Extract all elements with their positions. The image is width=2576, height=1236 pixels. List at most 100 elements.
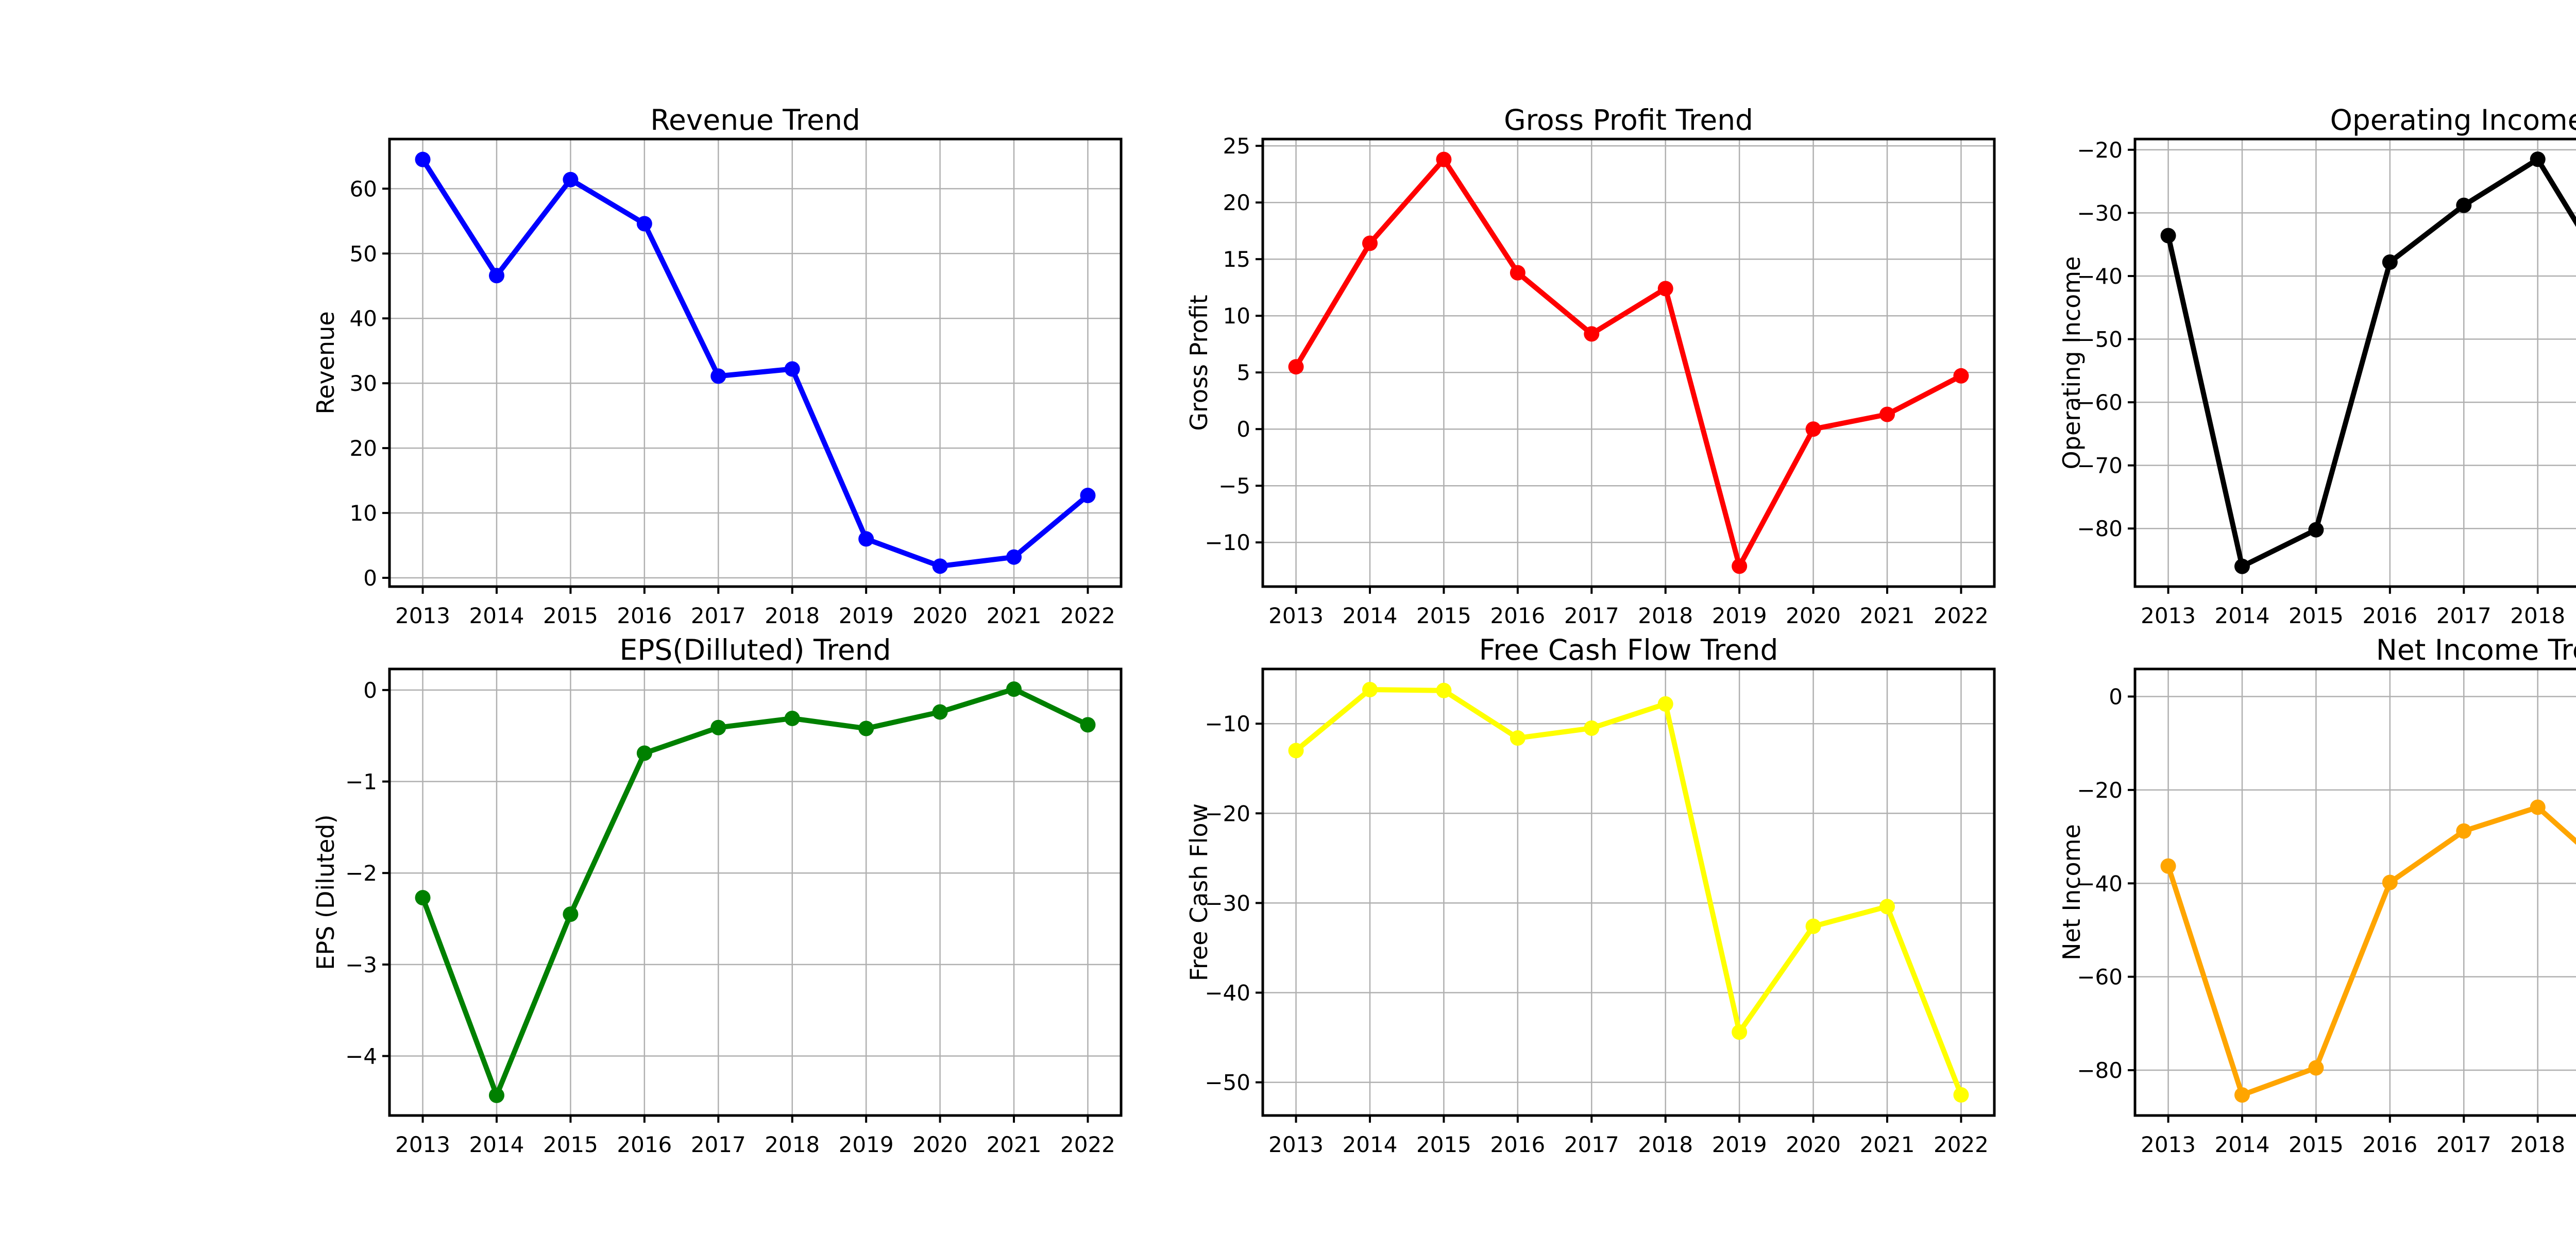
x-tick-label: 2022	[1934, 1132, 1989, 1157]
x-tick-label: 2013	[395, 1132, 450, 1157]
data-line	[420, 157, 1091, 569]
x-tick-label: 2014	[2215, 603, 2270, 628]
data-point	[1584, 326, 1600, 342]
data-point	[488, 1087, 504, 1103]
chart-net-income-trend: 2013201420152016201720182019202020212022…	[2058, 633, 2576, 1157]
chart-title: Free Cash Flow Trend	[1479, 633, 1778, 666]
y-tick-label: −20	[2077, 778, 2123, 803]
data-point	[1288, 743, 1304, 759]
plot-area	[2135, 669, 2576, 1115]
x-tick-label: 2015	[543, 603, 598, 628]
x-tick-label: 2019	[839, 603, 894, 628]
y-tick-label: 15	[1223, 247, 1250, 272]
x-tick-label: 2013	[395, 603, 450, 628]
y-tick-label: −40	[1205, 980, 1250, 1005]
data-point	[1953, 1087, 1969, 1103]
data-point	[2530, 151, 2546, 167]
x-tick-label: 2013	[1268, 1132, 1324, 1157]
x-tick-label: 2016	[1490, 1132, 1545, 1157]
y-tick-label: 0	[363, 678, 377, 703]
data-point	[932, 558, 948, 574]
x-tick-label: 2014	[2215, 1132, 2270, 1157]
data-point	[2456, 197, 2472, 213]
y-tick-label: 0	[2109, 684, 2123, 710]
x-tick-label: 2021	[1860, 1132, 1915, 1157]
x-tick-label: 2015	[1416, 1132, 1471, 1157]
y-axis-label: EPS (Diluted)	[312, 814, 340, 970]
x-tick-label: 2020	[1786, 1132, 1841, 1157]
data-point	[1805, 918, 1821, 934]
chart-title: Revenue Trend	[650, 104, 860, 136]
data-line	[420, 686, 1091, 1098]
data-point	[1362, 682, 1378, 698]
data-point	[1510, 730, 1526, 746]
data-point	[1436, 151, 1452, 167]
data-point	[2530, 799, 2546, 815]
y-tick-label: −40	[2077, 871, 2123, 896]
y-tick-label: −1	[345, 769, 377, 795]
y-tick-label: −20	[2077, 138, 2123, 163]
y-tick-label: 0	[1236, 417, 1250, 442]
data-point	[1584, 720, 1600, 736]
x-tick-label: 2016	[2362, 1132, 2417, 1157]
data-line	[1293, 687, 1964, 1097]
x-tick-label: 2017	[691, 1132, 746, 1157]
x-tick-label: 2015	[1416, 603, 1471, 628]
x-tick-label: 2021	[987, 603, 1042, 628]
data-point	[2160, 858, 2176, 874]
x-tick-label: 2014	[469, 603, 524, 628]
x-tick-label: 2015	[2289, 1132, 2344, 1157]
data-point	[1657, 281, 1673, 297]
y-tick-label: −30	[2077, 200, 2123, 226]
data-point	[2160, 228, 2176, 244]
x-tick-label: 2013	[1268, 603, 1324, 628]
x-tick-label: 2014	[1343, 603, 1398, 628]
axes-frame	[2133, 667, 2576, 1117]
data-point	[1436, 682, 1452, 698]
axes-frame	[1261, 138, 1996, 588]
data-point	[2234, 558, 2250, 574]
x-tick-label: 2020	[912, 1132, 968, 1157]
x-tick-label: 2015	[2289, 603, 2344, 628]
data-point	[1732, 558, 1748, 574]
x-tick-label: 2017	[691, 603, 746, 628]
x-tick-label: 2016	[617, 603, 672, 628]
plot-area	[1263, 669, 1994, 1115]
data-point	[784, 710, 800, 726]
data-point	[1288, 359, 1304, 375]
x-tick-label: 2021	[987, 1132, 1042, 1157]
y-tick-label: −5	[1218, 473, 1250, 499]
y-axis-label: Free Cash Flow	[1185, 803, 1213, 981]
x-tick-label: 2019	[839, 1132, 894, 1157]
x-tick-label: 2017	[2436, 603, 2492, 628]
x-tick-label: 2016	[1490, 603, 1545, 628]
y-tick-label: −80	[2077, 516, 2123, 541]
y-tick-label: −70	[2077, 453, 2123, 478]
x-tick-label: 2017	[1564, 1132, 1619, 1157]
data-point	[1879, 899, 1895, 915]
data-point	[488, 268, 504, 284]
data-point	[636, 745, 652, 761]
chart-gross-profit-trend: 2013 2014 2015 2016 2017 2018 2019 2020 2021 2022…	[1185, 104, 1996, 628]
y-tick-label: −60	[2077, 965, 2123, 990]
y-tick-label: 60	[350, 176, 377, 201]
y-tick-label: 10	[1223, 303, 1250, 329]
x-tick-label: 2018	[765, 603, 820, 628]
data-point	[932, 704, 948, 720]
chart-operating-income-trend: 2013201420152016201720182019202020212022…	[2058, 104, 2576, 628]
y-tick-label: 0	[363, 565, 377, 591]
chart-title: Net Income Trend	[2376, 633, 2576, 666]
x-tick-label: 2018	[1638, 603, 1693, 628]
data-point	[1006, 681, 1022, 697]
x-tick-label: 2013	[2141, 603, 2196, 628]
data-point	[2308, 522, 2324, 538]
plot-area	[1263, 139, 1994, 587]
x-tick-label: 2014	[1343, 1132, 1398, 1157]
axes-frame	[2133, 138, 2576, 588]
y-tick-label: −60	[2077, 390, 2123, 415]
data-line	[2165, 157, 2576, 569]
axes-frame	[388, 138, 1123, 588]
data-point	[710, 368, 726, 384]
y-axis-label: Revenue	[312, 311, 340, 414]
